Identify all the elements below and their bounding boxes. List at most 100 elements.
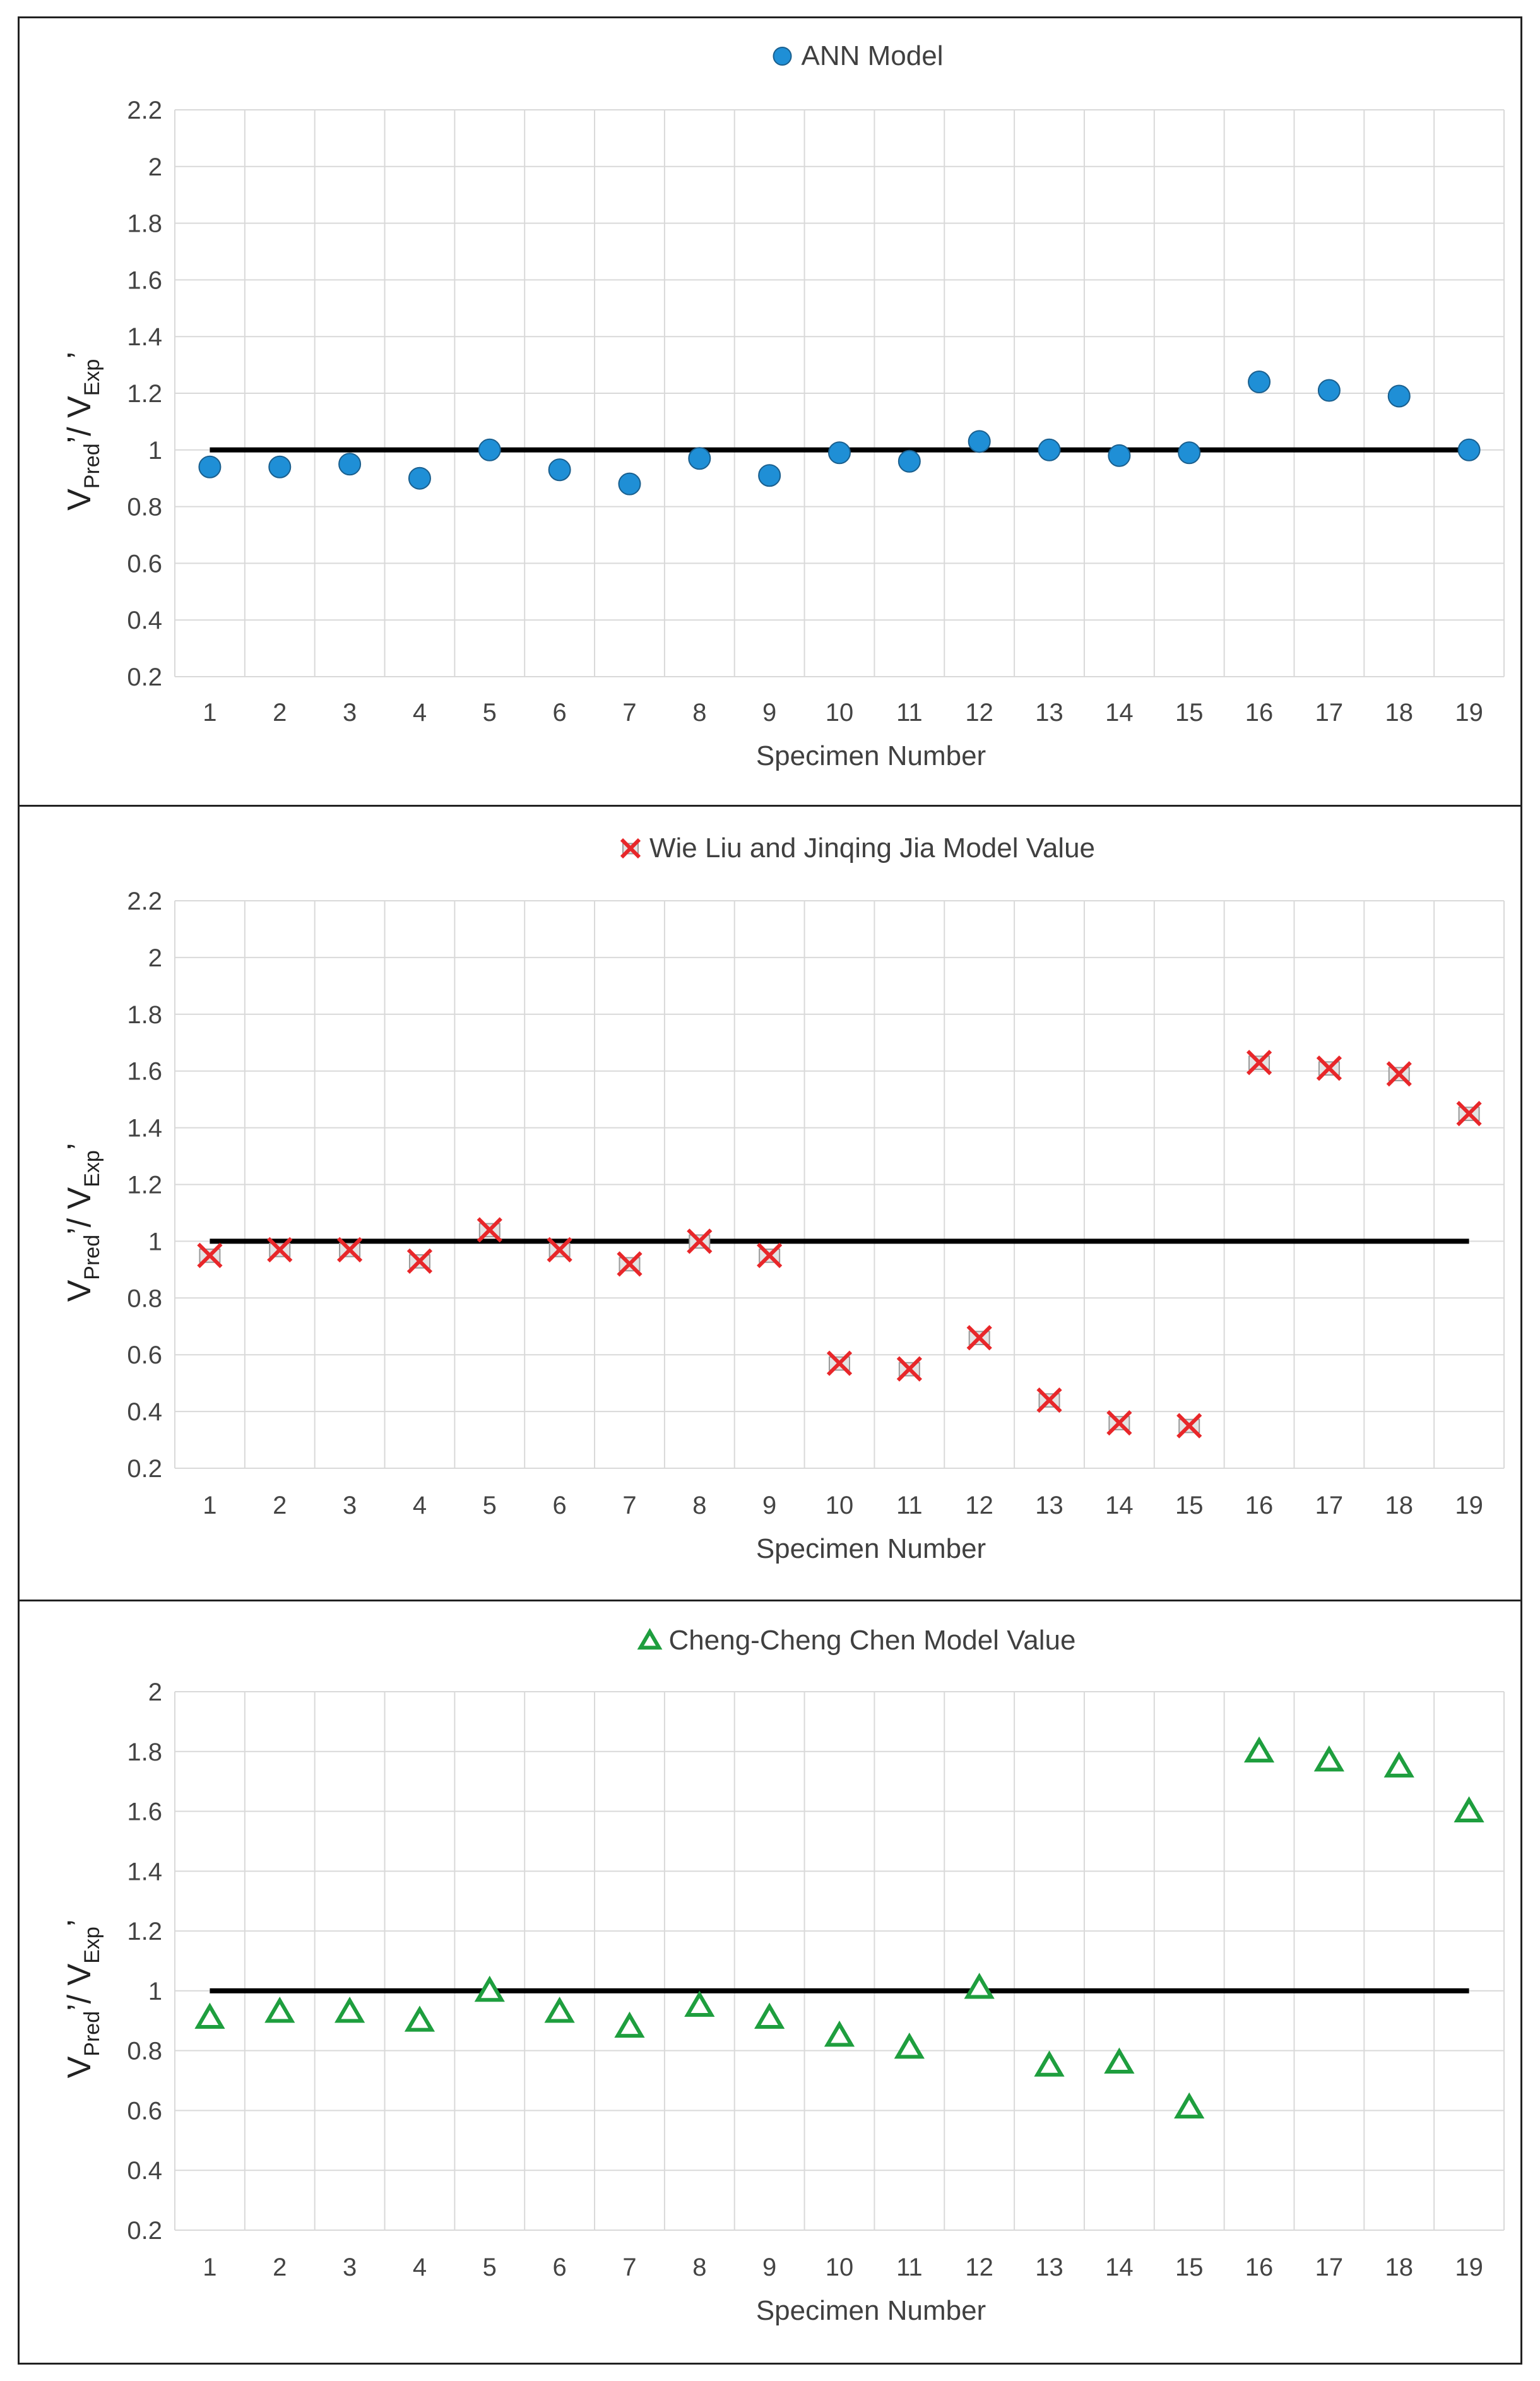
legend-marker: [637, 1628, 663, 1650]
x-tick-label: 14: [1105, 699, 1134, 727]
data-point: [1243, 1736, 1275, 1763]
y-tick-label: 1.4: [127, 323, 162, 351]
data-point: [1248, 371, 1271, 394]
x-tick-label: 9: [762, 2253, 776, 2281]
data-point: [338, 453, 362, 476]
data-point: [758, 464, 781, 487]
y-tick-label: 1.8: [127, 1001, 162, 1029]
y-tick-label: 0.4: [127, 1398, 162, 1426]
data-point: [688, 447, 711, 470]
data-point: [687, 1228, 713, 1254]
y-tick-label: 1.8: [127, 210, 162, 238]
data-point: [1104, 2047, 1135, 2074]
y-axis-title: VPred’/ VExp’: [61, 1143, 104, 1302]
legend-label: ANN Model: [802, 40, 944, 71]
chart-panel-liu-jia: 0.2 0.4 0.6 0.8 1 1.2 1.4 1.6 1.8 2 2.2 1 2 3 4 5 6 7 8 9 10…: [18, 805, 1522, 1601]
data-point: [964, 1973, 995, 1999]
chart-panel-chen: 0.2 0.4 0.6 0.8 1 1.2 1.4 1.6 1.8 2 1 2 3 4 5 6 7 8 9 10 11 1…: [18, 1600, 1522, 2365]
x-axis-title: Specimen Number: [756, 2295, 986, 2326]
data-point: [474, 1975, 505, 2002]
x-tick-label: 19: [1455, 1492, 1483, 1519]
x-tick-label: 10: [826, 699, 854, 727]
x-tick-label: 7: [622, 699, 636, 727]
data-point: [1106, 1410, 1132, 1436]
data-point: [1313, 1745, 1345, 1772]
y-tick-label: 0.8: [127, 2038, 162, 2065]
legend-marker: [773, 47, 792, 66]
x-tick-label: 7: [622, 2253, 636, 2281]
data-point: [268, 455, 292, 478]
data-point: [547, 1237, 572, 1263]
legend-label: Cheng-Cheng Chen Model Value: [669, 1625, 1076, 1656]
x-tick-label: 5: [483, 699, 497, 727]
chart-ann: 0.20.40.60.811.21.41.61.822.21 2 3 4 5 6 7 8 9 10…: [61, 40, 1505, 771]
data-point: [334, 1997, 365, 2023]
x-tick-label: 13: [1035, 2253, 1063, 2281]
x-tick-label: 14: [1105, 2253, 1134, 2281]
data-point: [1316, 1055, 1342, 1081]
x-tick-label: 6: [553, 699, 567, 727]
x-tick-label: 9: [762, 1492, 776, 1519]
x-tick-label: 15: [1175, 1492, 1204, 1519]
x-tick-label: 19: [1455, 699, 1483, 727]
data-point: [194, 2002, 225, 2029]
x-tick-label: 15: [1175, 699, 1204, 727]
data-point: [264, 1997, 295, 2023]
x-tick-label: 10: [826, 2253, 854, 2281]
y-tick-label: 2.2: [127, 97, 162, 124]
y-tick-label: 1.6: [127, 266, 162, 294]
data-point: [1386, 1061, 1412, 1087]
x-axis-title: Specimen Number: [756, 740, 986, 771]
x-tick-label: 18: [1385, 2253, 1413, 2281]
data-point: [684, 1990, 715, 2017]
y-tick-label: 0.4: [127, 2157, 162, 2185]
x-tick-label: 11: [896, 699, 923, 727]
data-point: [1383, 1751, 1414, 1778]
data-point: [968, 430, 991, 453]
x-tick-label: 11: [896, 1492, 923, 1519]
legend-marker: [620, 838, 641, 859]
x-tick-label: 18: [1385, 699, 1413, 727]
data-point: [754, 2002, 785, 2029]
y-axis-title: VPred’/ VExp’: [61, 1920, 104, 2079]
x-tick-label: 1: [203, 1492, 216, 1519]
x-tick-label: 6: [553, 2253, 567, 2281]
data-point: [828, 441, 851, 465]
y-tick-label: 0.6: [127, 2097, 162, 2125]
x-tick-label: 16: [1245, 699, 1274, 727]
data-point: [198, 455, 222, 478]
y-tick-label: 2.2: [127, 888, 162, 915]
y-tick-label: 0.4: [127, 607, 162, 634]
chart-panel-ann: 0.2 0.4 0.6 0.8 1 1.2 1.4 1.6 1.8 2 2.2 1 2 3 4 5 6 7 8 9 10…: [18, 16, 1522, 807]
x-tick-label: 8: [692, 699, 706, 727]
x-tick-label: 13: [1035, 1492, 1063, 1519]
data-point: [267, 1237, 293, 1263]
data-point: [1174, 2092, 1205, 2119]
data-point: [1036, 1387, 1062, 1413]
data-point: [548, 458, 571, 482]
data-point: [1457, 438, 1481, 461]
data-point: [1456, 1101, 1482, 1127]
data-point: [477, 1217, 502, 1243]
chart-chen: 0.20.40.60.811.21.41.61.821 2 3 4 5 6 7 8 9 10 11 1…: [61, 1625, 1505, 2326]
y-tick-label: 1: [148, 1978, 162, 2005]
y-tick-label: 0.2: [127, 663, 162, 691]
legend-label: Wie Liu and Jinqing Jia Model Value: [649, 833, 1095, 864]
data-point: [544, 1997, 575, 2023]
x-tick-label: 4: [413, 1492, 427, 1519]
y-axis-title: VPred’/ VExp’: [61, 352, 104, 511]
x-tick-label: 11: [896, 2253, 923, 2281]
x-tick-label: 9: [762, 699, 776, 727]
data-point: [1176, 1413, 1202, 1439]
x-tick-label: 12: [965, 699, 993, 727]
x-tick-label: 17: [1315, 1492, 1344, 1519]
x-tick-label: 4: [413, 2253, 427, 2281]
x-axis-title: Specimen Number: [756, 1533, 986, 1564]
x-tick-label: 19: [1455, 2253, 1483, 2281]
data-point: [757, 1242, 783, 1268]
y-tick-label: 0.2: [127, 2217, 162, 2245]
y-tick-label: 0.2: [127, 1455, 162, 1483]
y-tick-label: 2: [148, 1678, 162, 1706]
x-tick-label: 16: [1245, 2253, 1274, 2281]
data-point: [1454, 1796, 1484, 1822]
